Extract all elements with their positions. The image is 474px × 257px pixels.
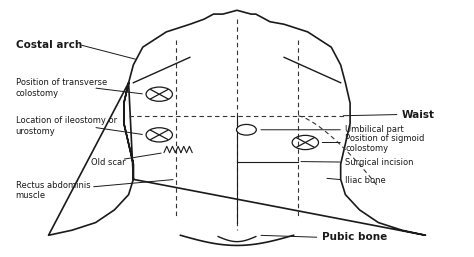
Text: Old scar: Old scar <box>91 158 126 167</box>
Text: Umbilical part: Umbilical part <box>346 125 404 134</box>
Text: Iliac bone: Iliac bone <box>346 176 386 185</box>
Text: Location of ileostomy or
urostomy: Location of ileostomy or urostomy <box>16 116 117 136</box>
Text: Costal arch: Costal arch <box>16 40 82 50</box>
Text: Rectus abdominis
muscle: Rectus abdominis muscle <box>16 181 90 200</box>
Text: Position of sigmoid
colostomy: Position of sigmoid colostomy <box>346 134 425 153</box>
Text: Position of transverse
colostomy: Position of transverse colostomy <box>16 78 107 97</box>
Text: Pubic bone: Pubic bone <box>322 232 387 242</box>
Text: Surgical incision: Surgical incision <box>346 158 414 167</box>
Text: Waist: Waist <box>402 109 435 120</box>
Circle shape <box>237 124 256 135</box>
